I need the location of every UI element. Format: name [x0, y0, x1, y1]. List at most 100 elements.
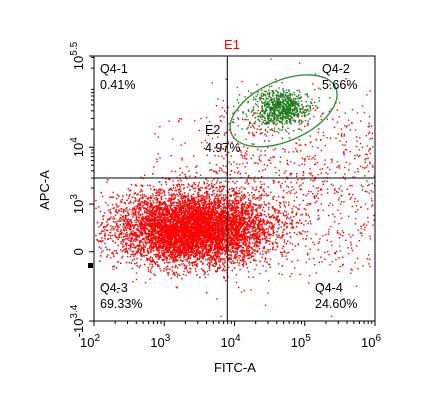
- event-dot: [281, 221, 283, 223]
- event-dot: [272, 232, 274, 234]
- event-dot: [120, 236, 123, 238]
- event-dot: [179, 246, 181, 248]
- event-dot: [255, 208, 257, 210]
- event-dot: [165, 197, 167, 200]
- event-dot: [195, 224, 197, 227]
- event-dot: [156, 220, 158, 222]
- event-dot: [248, 228, 250, 231]
- event-dot: [268, 222, 271, 224]
- event-dot: [163, 262, 166, 264]
- event-dot: [135, 272, 138, 274]
- event-dot: [206, 223, 208, 226]
- event-dot: [233, 194, 235, 196]
- event-dot: [125, 228, 127, 230]
- event-dot: [120, 249, 122, 251]
- event-dot: [156, 247, 159, 249]
- event-dot: [107, 218, 109, 220]
- event-dot: [159, 256, 162, 259]
- event-dot: [112, 253, 115, 256]
- event-dot: [178, 263, 180, 266]
- event-dot: [189, 243, 192, 245]
- event-dot: [210, 255, 212, 257]
- event-dot: [272, 198, 274, 201]
- event-dot: [209, 247, 212, 249]
- event-dot: [201, 245, 203, 247]
- event-dot: [239, 245, 242, 247]
- event-dot: [139, 252, 142, 254]
- event-dot: [232, 207, 234, 209]
- event-dot: [145, 195, 147, 197]
- event-dot: [168, 199, 170, 201]
- event-dot: [257, 226, 259, 228]
- event-dot: [165, 266, 167, 269]
- event-dot: [183, 255, 185, 257]
- event-dot: [112, 226, 114, 228]
- event-dot: [233, 211, 236, 214]
- event-dot: [152, 208, 154, 210]
- event-dot: [264, 242, 267, 244]
- event-dot: [176, 252, 179, 254]
- event-dot: [114, 217, 116, 220]
- event-dot: [262, 253, 264, 255]
- event-dot: [107, 238, 110, 240]
- event-dot: [140, 258, 142, 261]
- event-dot: [113, 249, 116, 252]
- event-dot: [151, 230, 153, 232]
- chart-title: E1: [224, 37, 240, 52]
- event-dot: [140, 201, 143, 203]
- event-dot: [152, 206, 154, 208]
- event-dot: [130, 231, 132, 233]
- event-dot: [230, 204, 233, 206]
- event-dot: [144, 246, 147, 249]
- event-dot: [206, 225, 208, 228]
- event-dot: [253, 239, 255, 241]
- event-dot: [164, 204, 166, 206]
- event-dot: [225, 247, 227, 250]
- event-dot: [188, 233, 190, 236]
- event-dot: [178, 251, 180, 253]
- event-dot: [140, 223, 142, 225]
- event-dot: [95, 234, 97, 237]
- event-dot: [140, 249, 142, 251]
- event-dot: [145, 219, 147, 221]
- event-dot: [175, 264, 177, 267]
- event-dot: [115, 252, 117, 254]
- event-dot: [249, 239, 251, 241]
- event-dot: [185, 202, 187, 204]
- event-dot: [203, 240, 206, 243]
- event-dot: [174, 266, 176, 269]
- event-dot: [144, 195, 146, 198]
- event-dot: [183, 201, 185, 204]
- event-dot: [161, 258, 163, 261]
- event-dot: [156, 216, 158, 218]
- event-dot: [150, 188, 152, 190]
- event-dot: [142, 223, 144, 226]
- event-dot: [219, 182, 221, 184]
- event-dot: [259, 233, 261, 235]
- event-dot: [191, 263, 193, 265]
- event-dot: [236, 192, 239, 195]
- event-dot: [128, 222, 130, 225]
- event-dot: [163, 207, 165, 209]
- event-dot: [247, 198, 250, 200]
- event-dot: [229, 240, 231, 243]
- event-dot: [185, 252, 188, 255]
- event-dot: [227, 229, 229, 232]
- event-dot: [184, 219, 187, 221]
- event-dot: [268, 233, 270, 235]
- event-dot: [215, 255, 217, 257]
- event-dot: [258, 204, 260, 206]
- event-dot: [267, 202, 270, 204]
- event-dot: [199, 257, 201, 259]
- event-dot: [217, 199, 220, 201]
- event-dot: [162, 202, 164, 204]
- event-dot: [127, 197, 130, 199]
- event-dot: [247, 206, 250, 208]
- event-dot: [149, 208, 151, 210]
- event-dot: [150, 202, 152, 204]
- event-dot: [185, 218, 187, 220]
- event-dot: [236, 242, 239, 244]
- event-dot: [234, 261, 236, 264]
- event-dot: [237, 229, 239, 231]
- event-dot: [213, 197, 216, 200]
